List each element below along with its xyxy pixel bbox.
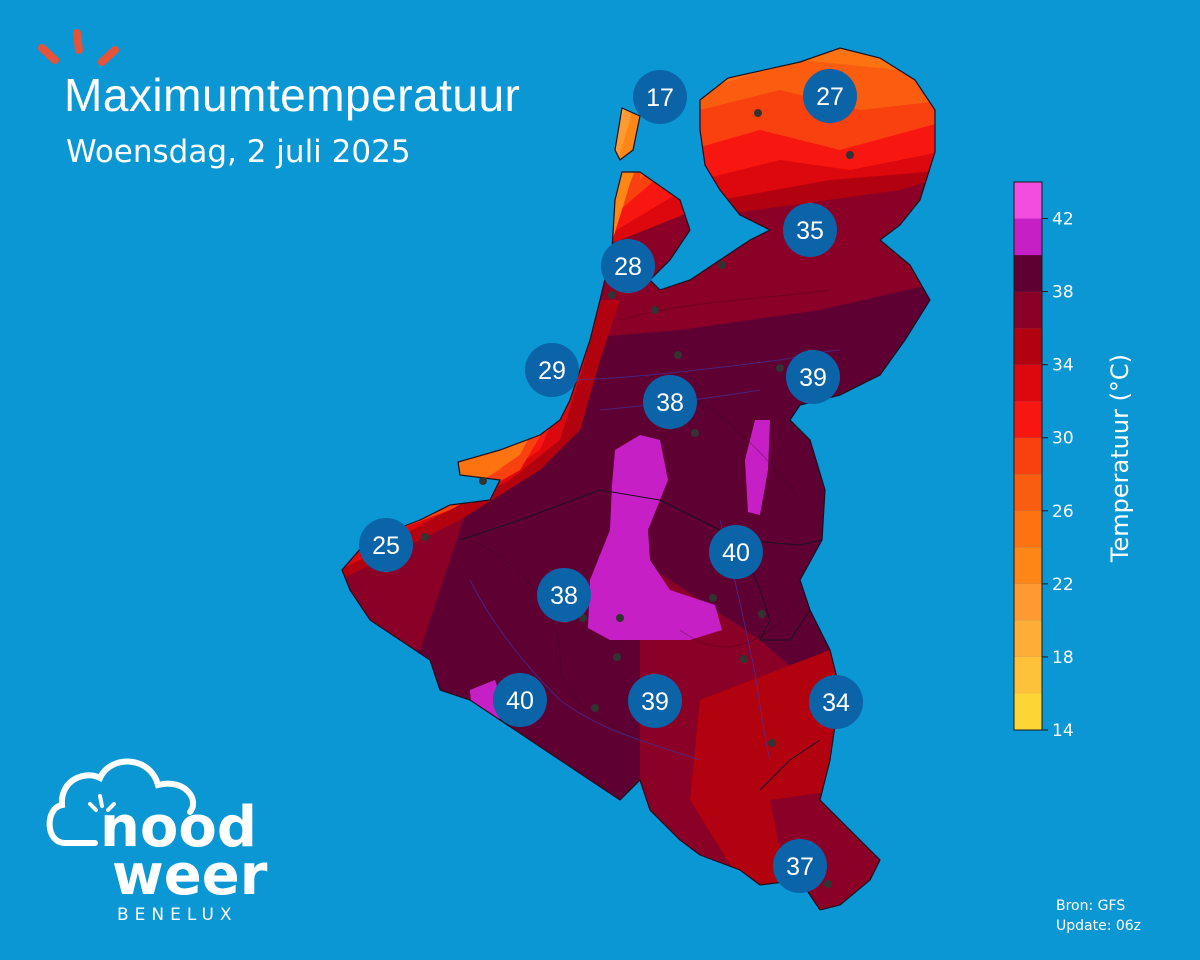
page-title: Maximumtemperatuur <box>64 69 521 121</box>
temperature-label-circle <box>809 675 863 729</box>
temperature-label-circle <box>786 350 840 404</box>
temperature-label-circle <box>709 525 763 579</box>
colorbar-band <box>1014 401 1042 438</box>
temperature-label: 38 <box>537 568 591 622</box>
colorbar-band <box>1014 510 1042 548</box>
colorbar-tick-label: 34 <box>1052 356 1074 376</box>
colorbar-band <box>1014 437 1042 475</box>
colorbar-band <box>1014 182 1042 219</box>
temperature-label-circle <box>628 674 682 728</box>
temperature-label-value: 39 <box>799 364 827 392</box>
colorbar-tick-label: 38 <box>1052 283 1074 303</box>
temperature-label-circle <box>493 673 547 727</box>
temperature-label: 38 <box>643 375 697 429</box>
temperature-label-circle <box>537 568 591 622</box>
contour-lines <box>469 289 831 741</box>
temperature-label: 25 <box>359 518 413 572</box>
colorbar-band <box>1014 364 1042 402</box>
colorbar: 14 18 22 26 30 34 38 42 <box>1013 181 1074 741</box>
colorbar-tick-label: 22 <box>1052 575 1074 595</box>
temperature-label-value: 17 <box>646 84 674 112</box>
colorbar-band <box>1014 583 1042 621</box>
temperature-label-circle <box>783 203 837 257</box>
colorbar-tick-label: 42 <box>1052 210 1074 230</box>
temperature-field <box>342 48 935 910</box>
page-subtitle: Woensdag, 2 juli 2025 <box>66 134 411 170</box>
temperature-labels: 17 27 35 28 29 38 39 40 25 38 40 39 34 37 <box>359 69 863 893</box>
temperature-label: 39 <box>628 674 682 728</box>
colorbar-band <box>1014 328 1042 365</box>
temperature-label-value: 40 <box>722 539 750 567</box>
colorbar-frame <box>1013 181 1043 731</box>
temperature-label-value: 27 <box>816 83 844 111</box>
temperature-label-circle <box>601 239 655 293</box>
colorbar-tick-label: 30 <box>1052 429 1074 449</box>
temperature-label: 17 <box>633 70 687 124</box>
temperature-label-circle <box>359 518 413 572</box>
temperature-label: 34 <box>809 675 863 729</box>
temperature-label-circle <box>525 343 579 397</box>
temperature-label-circle <box>803 69 857 123</box>
colorbar-band <box>1014 218 1042 256</box>
temperature-label-value: 39 <box>641 688 669 716</box>
temperature-label: 37 <box>773 839 827 893</box>
temperature-label-circle <box>773 839 827 893</box>
temperature-label-value: 37 <box>786 853 814 881</box>
temperature-label-value: 38 <box>656 389 684 417</box>
temperature-label-value: 25 <box>372 532 400 560</box>
colorbar-tick-label: 26 <box>1052 502 1074 522</box>
update-credit: Update: 06z <box>1056 918 1142 934</box>
temperature-label-value: 34 <box>822 689 850 717</box>
colorbar-tick-label: 18 <box>1052 648 1074 668</box>
temperature-label: 27 <box>803 69 857 123</box>
temperature-label: 39 <box>786 350 840 404</box>
logo-word-nood: nood <box>100 795 257 860</box>
temperature-label: 40 <box>709 525 763 579</box>
temperature-label-value: 29 <box>538 357 566 385</box>
temperature-label-circle <box>633 70 687 124</box>
colorbar-title: Temperatuur (°C) <box>1106 353 1134 563</box>
temperature-label: 40 <box>493 673 547 727</box>
station-dots <box>421 109 854 888</box>
colorbar-band <box>1014 255 1042 292</box>
logo-subtitle: BENELUX <box>117 905 238 925</box>
temperature-label-value: 38 <box>550 582 578 610</box>
temperature-label: 29 <box>525 343 579 397</box>
temperature-label-circle <box>643 375 697 429</box>
temperature-label-value: 35 <box>796 217 824 245</box>
source-credit: Bron: GFS <box>1056 898 1126 914</box>
colorbar-band <box>1014 474 1042 511</box>
colorbar-band <box>1014 547 1042 584</box>
temperature-label: 28 <box>601 239 655 293</box>
logo-word-weer: weer <box>112 843 268 908</box>
temperature-label-value: 28 <box>614 253 642 281</box>
country-outlines <box>341 47 936 911</box>
sun-icon <box>38 29 119 66</box>
colorbar-band <box>1014 693 1042 730</box>
colorbar-band <box>1014 620 1042 657</box>
noodweer-logo-icon <box>46 758 197 846</box>
colorbar-band <box>1014 656 1042 694</box>
colorbar-tick-label: 14 <box>1052 721 1074 741</box>
temperature-label-value: 40 <box>506 687 534 715</box>
colorbar-band <box>1014 291 1042 329</box>
temperature-label: 35 <box>783 203 837 257</box>
